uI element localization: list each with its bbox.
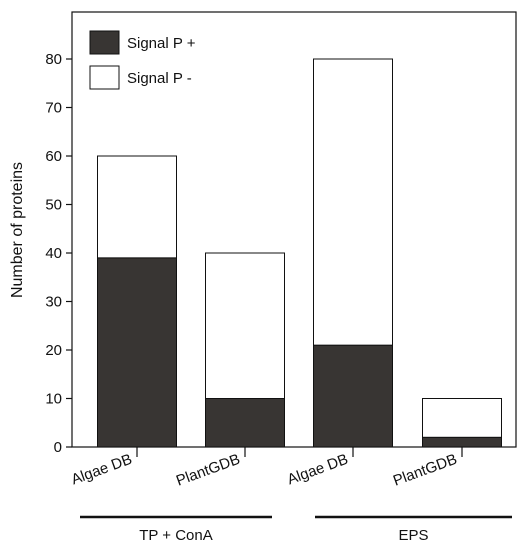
legend-label-0: Signal P + — [127, 35, 196, 52]
y-axis-title: Number of proteins — [9, 162, 26, 298]
legend-swatch-1 — [89, 65, 120, 90]
y-axis: 0 10 20 30 40 50 60 70 80 — [45, 51, 72, 456]
bar-signal-p-minus-1 — [205, 252, 285, 399]
y-tick-label-60: 60 — [45, 148, 62, 165]
legend-label-1: Signal P - — [127, 70, 192, 87]
bar-signal-p-plus-1 — [205, 398, 285, 448]
x-axis: Algae DB PlantGDB Algae DB PlantGDB — [69, 447, 463, 490]
category-groups: TP + ConA EPS — [80, 515, 512, 544]
x-category-label-3: PlantGDB — [391, 451, 459, 490]
bars-layer — [97, 58, 502, 448]
plot-frame — [71, 11, 517, 448]
legend: Signal P + Signal P - — [89, 30, 196, 90]
x-category-label-0: Algae DB — [69, 451, 134, 489]
y-tick-label-40: 40 — [45, 245, 62, 262]
y-tick-label-10: 10 — [45, 391, 62, 408]
bar-signal-p-plus-2 — [313, 344, 393, 448]
y-tick-label-50: 50 — [45, 197, 62, 214]
bar-signal-p-minus-3 — [422, 398, 502, 438]
y-tick-label-0: 0 — [54, 439, 62, 456]
bar-signal-p-plus-3 — [422, 436, 502, 448]
legend-swatch-0 — [89, 30, 120, 55]
bar-signal-p-plus-0 — [97, 257, 177, 448]
y-tick-label-70: 70 — [45, 100, 62, 117]
group-label-1: EPS — [398, 527, 428, 544]
group-label-0: TP + ConA — [139, 527, 213, 544]
x-category-label-1: PlantGDB — [174, 451, 242, 490]
bar-signal-p-minus-0 — [97, 155, 177, 259]
y-tick-label-20: 20 — [45, 342, 62, 359]
bar-signal-p-minus-2 — [313, 58, 393, 346]
y-tick-label-30: 30 — [45, 294, 62, 311]
y-tick-label-80: 80 — [45, 51, 62, 68]
plot-border — [71, 11, 517, 448]
x-category-label-2: Algae DB — [285, 451, 350, 489]
